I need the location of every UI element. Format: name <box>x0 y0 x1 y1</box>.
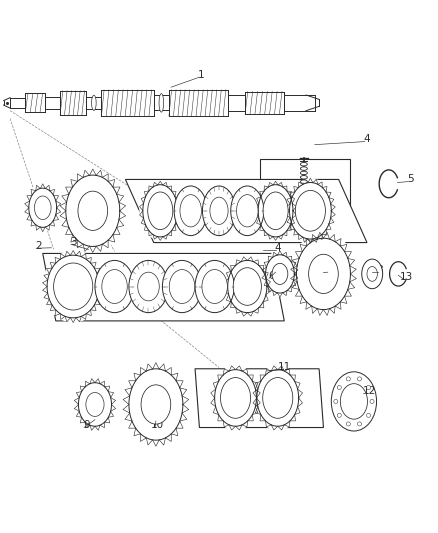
Text: 13: 13 <box>399 272 413 282</box>
Ellipse shape <box>300 171 307 175</box>
Ellipse shape <box>86 392 104 416</box>
Polygon shape <box>195 369 323 427</box>
Ellipse shape <box>78 191 108 230</box>
Text: 12: 12 <box>363 385 376 395</box>
Ellipse shape <box>139 181 181 240</box>
Circle shape <box>357 422 361 426</box>
Ellipse shape <box>231 186 264 236</box>
Ellipse shape <box>340 384 367 419</box>
Circle shape <box>346 377 350 381</box>
Ellipse shape <box>211 366 261 431</box>
Ellipse shape <box>60 169 126 253</box>
Circle shape <box>334 399 338 403</box>
Ellipse shape <box>253 366 303 431</box>
Ellipse shape <box>202 186 236 236</box>
Text: 11: 11 <box>278 362 291 373</box>
Ellipse shape <box>202 270 227 303</box>
Text: 2: 2 <box>35 241 42 251</box>
Text: 1: 1 <box>198 70 205 80</box>
Ellipse shape <box>295 190 325 231</box>
Ellipse shape <box>138 272 159 301</box>
Ellipse shape <box>53 263 93 310</box>
Text: 9: 9 <box>83 421 89 430</box>
Text: 5: 5 <box>407 174 414 184</box>
Ellipse shape <box>148 192 173 230</box>
Polygon shape <box>125 180 367 243</box>
Ellipse shape <box>309 254 338 294</box>
Ellipse shape <box>220 377 251 418</box>
Ellipse shape <box>74 378 116 431</box>
Ellipse shape <box>95 261 134 313</box>
Text: 7: 7 <box>327 265 333 275</box>
Ellipse shape <box>300 175 307 179</box>
Circle shape <box>370 399 374 403</box>
Ellipse shape <box>237 195 258 227</box>
Ellipse shape <box>129 261 168 313</box>
Circle shape <box>337 413 341 417</box>
Ellipse shape <box>174 186 207 236</box>
Ellipse shape <box>123 362 189 446</box>
Text: 10: 10 <box>151 421 164 430</box>
Ellipse shape <box>290 232 357 316</box>
Text: 6: 6 <box>268 271 275 281</box>
Circle shape <box>357 377 361 381</box>
Ellipse shape <box>362 259 383 289</box>
Text: 8: 8 <box>377 265 383 275</box>
Ellipse shape <box>169 270 195 303</box>
Ellipse shape <box>180 195 201 227</box>
Ellipse shape <box>159 94 164 112</box>
Text: 3: 3 <box>70 237 77 247</box>
Text: 4: 4 <box>275 243 281 253</box>
Ellipse shape <box>300 167 307 171</box>
Ellipse shape <box>195 261 234 313</box>
Ellipse shape <box>210 197 228 224</box>
Ellipse shape <box>300 163 307 166</box>
Circle shape <box>337 385 341 390</box>
Ellipse shape <box>300 180 307 183</box>
Circle shape <box>346 422 350 426</box>
Ellipse shape <box>272 263 288 285</box>
Ellipse shape <box>263 377 293 418</box>
Ellipse shape <box>233 268 261 305</box>
Ellipse shape <box>331 372 377 431</box>
Polygon shape <box>260 158 350 241</box>
Ellipse shape <box>141 385 171 424</box>
Ellipse shape <box>92 95 96 110</box>
Polygon shape <box>43 254 284 321</box>
Circle shape <box>367 385 371 390</box>
Ellipse shape <box>224 256 271 317</box>
Ellipse shape <box>162 261 201 313</box>
Ellipse shape <box>102 270 127 303</box>
Ellipse shape <box>42 251 104 322</box>
Ellipse shape <box>263 192 288 230</box>
Circle shape <box>367 413 371 417</box>
Text: 4: 4 <box>364 134 370 144</box>
Ellipse shape <box>367 266 378 281</box>
Ellipse shape <box>254 181 297 240</box>
Ellipse shape <box>25 184 61 232</box>
Ellipse shape <box>285 179 336 243</box>
Ellipse shape <box>34 196 51 220</box>
Ellipse shape <box>261 251 298 297</box>
